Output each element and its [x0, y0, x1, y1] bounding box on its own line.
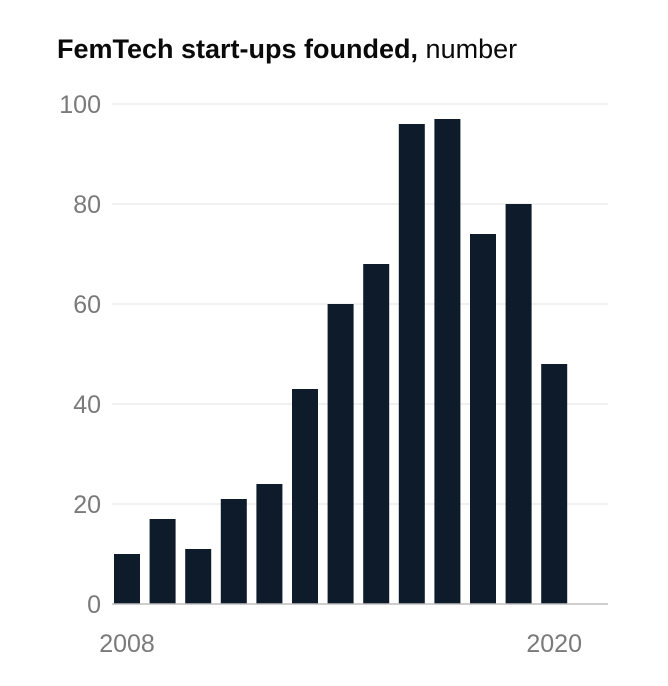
y-tick-label-60: 60 [73, 291, 101, 319]
y-tick-label-80: 80 [73, 191, 101, 219]
bar-2009 [149, 519, 176, 604]
bar-2018 [470, 234, 496, 604]
y-tick-label-20: 20 [73, 491, 101, 519]
bar-2012 [256, 484, 283, 604]
chart-title: FemTech start-ups founded, number [57, 34, 517, 65]
bar-2010 [185, 549, 212, 604]
bar-2017 [434, 119, 461, 604]
bar-2015 [363, 264, 390, 604]
chart-title-unit: number [425, 34, 518, 64]
bar-2013 [292, 389, 318, 604]
bar-2016 [398, 124, 425, 604]
x-tick-label-2020: 2020 [526, 630, 582, 658]
bar-2019 [505, 204, 532, 604]
y-tick-label-0: 0 [87, 591, 101, 619]
chart-title-main: FemTech start-ups founded, [57, 34, 419, 64]
bar-2008 [114, 554, 140, 604]
bar-2014 [327, 304, 354, 604]
y-tick-label-40: 40 [73, 391, 101, 419]
x-tick-label-2008: 2008 [99, 630, 155, 658]
y-tick-label-100: 100 [59, 91, 101, 119]
bar-2011 [220, 499, 247, 604]
bar-2020 [541, 364, 568, 604]
